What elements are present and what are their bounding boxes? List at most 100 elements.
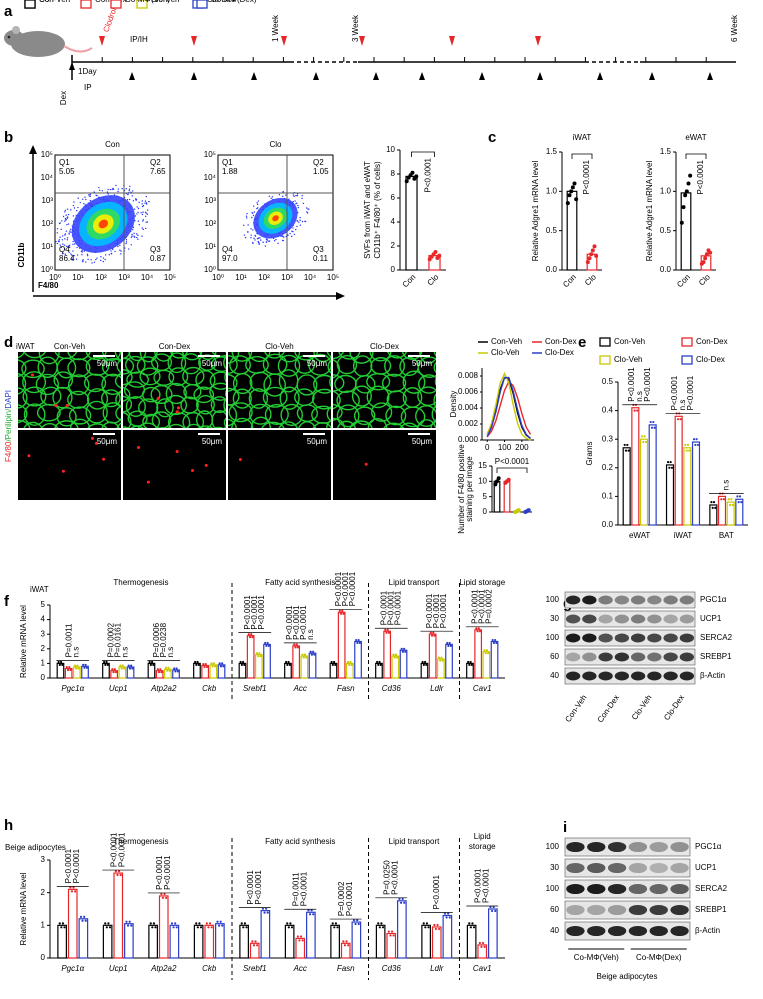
adipocyte [312,422,331,428]
dot [495,641,498,645]
flow-event [268,195,271,198]
bar [683,447,692,526]
dot [127,664,130,667]
dot [57,660,60,664]
flow-event [125,242,127,245]
dot [330,660,333,664]
adipocyte [223,397,226,413]
blot-band [614,614,630,624]
flow-event [243,224,245,227]
adipocyte [195,370,216,390]
group-title: Thermogenesis [113,578,168,587]
dot [298,939,301,942]
significance-label: n.s [306,629,315,640]
protein-label: β-Actin [700,671,725,680]
dot [669,460,672,464]
x-tick-label: Acc [293,964,307,973]
flow-event [256,203,259,206]
quadrant-name: Q3 [150,245,161,254]
significance-label: P<0.0001 [299,605,308,640]
dot [128,920,131,923]
flow-event [61,220,63,222]
bar [436,658,445,679]
dot [489,905,492,909]
adipocyte [336,390,360,411]
dot [343,944,347,947]
chart-title: iWAT [573,133,592,142]
adipocyte [18,359,27,378]
quadrant-name: Q3 [313,245,324,254]
dot [470,663,473,666]
y-tick-label: 0.2 [602,463,614,472]
flow-event [90,259,92,261]
flow-event [246,212,248,215]
clodronate-marker [191,36,197,46]
dot [303,653,307,656]
flow-event [60,228,62,231]
legend-swatch [599,337,611,347]
flow-event [75,258,78,260]
adipocyte [232,388,252,409]
data-point [708,250,713,255]
y-axis-label: Relative mRNA level [19,872,28,945]
dot [66,668,70,672]
flow-event [55,240,57,243]
dot [211,665,214,668]
flow-event [68,251,70,254]
y-axis-label: Relative mRNA level [19,605,28,678]
dot [107,922,110,925]
adipocyte [125,396,146,417]
dot [58,663,61,666]
dot [126,924,130,927]
adipocyte [415,405,436,427]
micrograph-content [123,352,226,428]
flow-event [144,215,147,218]
quadrant-value: 5.05 [59,167,75,176]
significance-label: n.s [678,400,687,411]
adipocyte [196,394,215,415]
dot [157,671,161,674]
dot [219,920,222,923]
dot [160,892,163,896]
flow-event [287,234,289,236]
macrophage [94,441,98,445]
bar [292,645,301,679]
adipocyte [401,352,423,360]
data-point [433,250,438,254]
dot [331,922,334,925]
adipocyte [224,389,226,398]
blot-band [670,862,689,874]
flow-event [81,253,83,256]
data-point [683,193,688,198]
dot [61,922,65,925]
y-axis-label: Grams [585,442,594,466]
dot [156,668,159,671]
bar [622,447,631,526]
flow-event [295,228,297,231]
significance-label: n.s [166,647,175,658]
flow-event [141,205,144,208]
flow-event [67,223,70,225]
x-tick-label: Srebf1 [243,964,267,973]
adipocyte [261,421,285,428]
adipocyte [170,352,188,359]
significance-label: P<0.0001 [432,593,441,628]
y-tick-label: 6 [391,193,396,202]
flow-event [108,254,111,256]
y-tick-label: 0.5 [546,226,558,235]
flow-event [71,259,73,261]
flow-event [142,211,144,213]
dot [483,945,486,948]
flow-event [147,209,149,211]
dot [264,641,267,645]
bracket [685,153,707,159]
significance-label: P<0.0001 [379,590,388,625]
dot [299,935,303,938]
dot [240,663,243,666]
dot [313,653,316,656]
flow-event [265,238,268,241]
group-title: Lipid transport [389,837,440,846]
significance-label: P<0.0001 [109,832,118,867]
adipocyte [329,376,331,388]
x-tick-label: Con [401,273,418,290]
